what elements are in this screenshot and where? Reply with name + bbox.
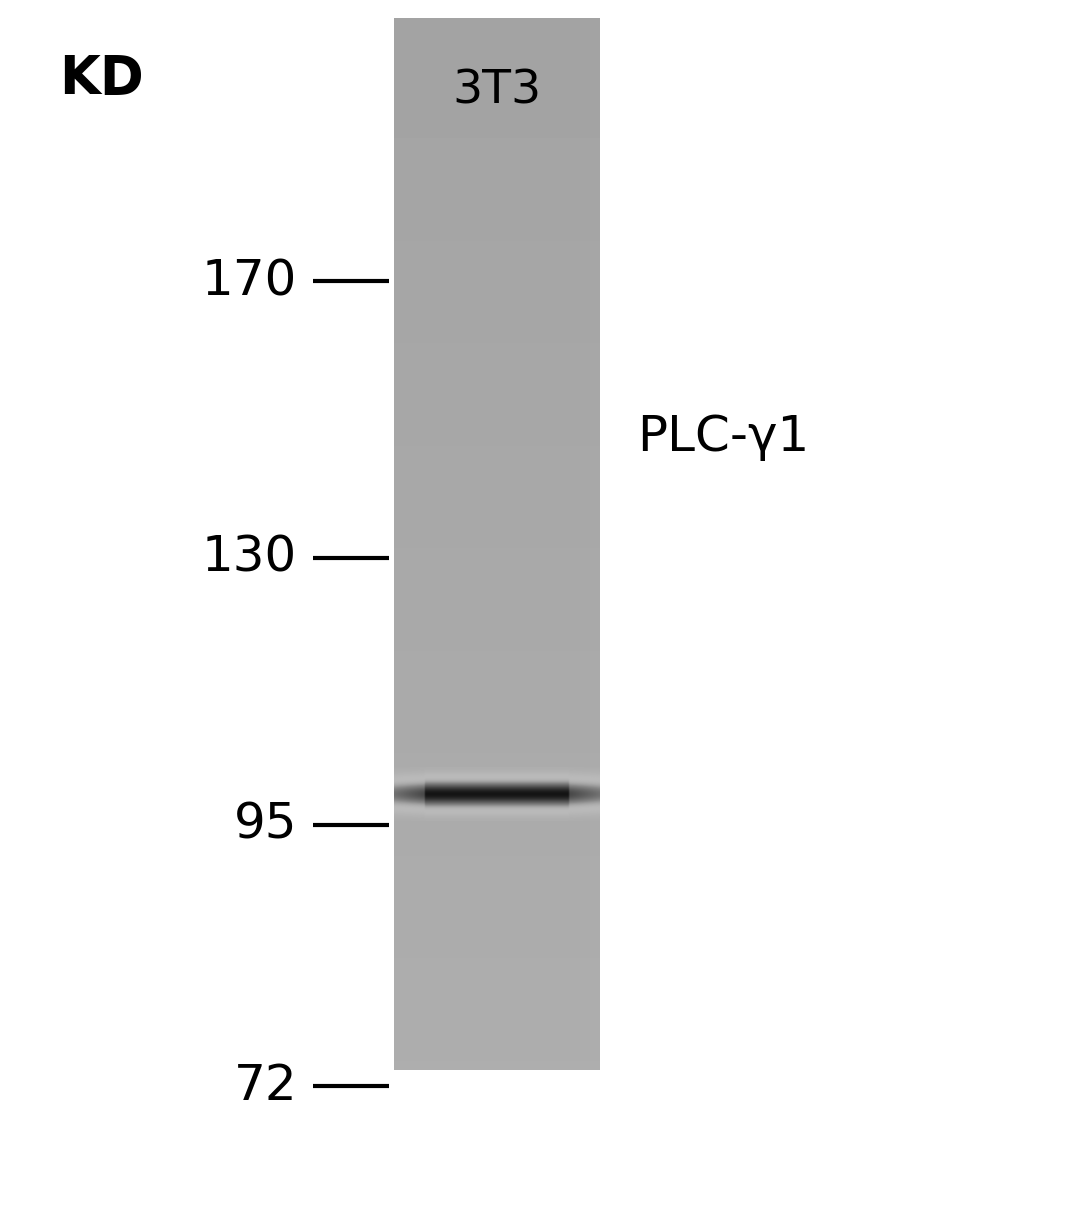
Text: 170: 170: [202, 257, 297, 306]
Text: PLC-γ1: PLC-γ1: [637, 412, 809, 461]
Text: KD: KD: [59, 53, 144, 104]
Text: 130: 130: [202, 534, 297, 582]
Text: 72: 72: [233, 1061, 297, 1110]
Text: 3T3: 3T3: [453, 68, 541, 114]
Text: 95: 95: [233, 801, 297, 849]
